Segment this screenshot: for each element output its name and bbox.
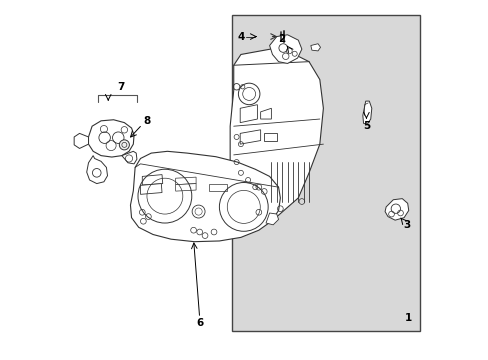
- Text: 8: 8: [143, 116, 150, 126]
- Polygon shape: [240, 105, 257, 123]
- Polygon shape: [140, 184, 162, 194]
- Polygon shape: [230, 47, 323, 226]
- Text: 4: 4: [238, 32, 245, 41]
- Polygon shape: [269, 35, 301, 63]
- Polygon shape: [175, 177, 196, 185]
- Circle shape: [119, 140, 129, 150]
- Text: 3: 3: [402, 220, 409, 230]
- Polygon shape: [264, 134, 276, 140]
- Polygon shape: [130, 151, 280, 242]
- Text: 7: 7: [117, 82, 124, 92]
- Polygon shape: [240, 130, 260, 144]
- Polygon shape: [142, 175, 163, 185]
- Polygon shape: [175, 184, 196, 191]
- Text: 2: 2: [278, 34, 285, 44]
- Polygon shape: [310, 44, 320, 51]
- Polygon shape: [86, 156, 107, 184]
- Polygon shape: [208, 184, 226, 191]
- Text: 6: 6: [196, 319, 203, 328]
- Polygon shape: [384, 199, 408, 220]
- Polygon shape: [74, 134, 88, 148]
- Polygon shape: [122, 151, 137, 164]
- Polygon shape: [362, 101, 371, 125]
- Polygon shape: [265, 213, 278, 225]
- Polygon shape: [260, 108, 271, 119]
- Text: 5: 5: [362, 121, 369, 131]
- Text: 1: 1: [404, 313, 411, 323]
- FancyBboxPatch shape: [231, 15, 419, 330]
- Polygon shape: [88, 120, 134, 157]
